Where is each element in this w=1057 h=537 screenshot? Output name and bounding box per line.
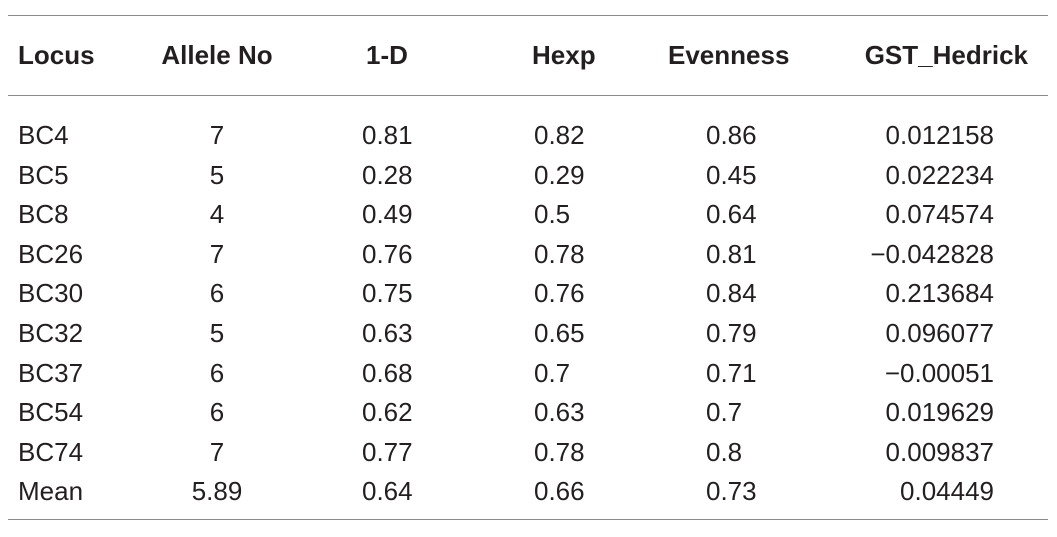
cell-gst-hedrick: 0.009837 [885, 436, 994, 467]
cell-evenness: 0.84 [706, 278, 757, 309]
cell-1-d: 0.63 [362, 317, 413, 348]
cell-1-d: 0.68 [362, 357, 413, 388]
cell-1-d: 0.77 [362, 436, 413, 467]
table-row: BC5 5 0.28 0.29 0.45 0.022234 [8, 156, 1048, 196]
cell-allele-no: 6 [209, 357, 225, 388]
cell-gst-hedrick: 0.022234 [885, 159, 994, 190]
table-row: BC74 7 0.77 0.78 0.8 0.009837 [8, 433, 1048, 473]
cell-evenness: 0.71 [706, 357, 757, 388]
table-header: Locus Allele No 1-D Hexp Evenness GST_He… [8, 16, 1048, 95]
cell-evenness: 0.64 [706, 199, 757, 230]
column-header-evenness: Evenness [668, 40, 790, 70]
cell-allele-no: 7 [209, 238, 225, 269]
cell-locus: BC30 [18, 278, 84, 309]
cell-1-d: 0.81 [362, 120, 413, 150]
cell-gst-hedrick: −0.042828 [870, 238, 994, 269]
cell-gst-hedrick: 0.213684 [885, 278, 994, 309]
cell-hexp: 0.78 [534, 436, 585, 467]
cell-allele-no: 7 [209, 120, 225, 150]
cell-1-d: 0.62 [362, 397, 413, 428]
cell-1-d: 0.28 [362, 159, 413, 190]
cell-evenness: 0.73 [706, 476, 757, 507]
cell-evenness: 0.45 [706, 159, 757, 190]
column-header-gst-hedrick: GST_Hedrick [864, 40, 1028, 70]
cell-evenness: 0.7 [706, 397, 743, 428]
cell-hexp: 0.29 [534, 159, 585, 190]
cell-gst-hedrick: 0.019629 [885, 397, 994, 428]
cell-evenness: 0.8 [706, 436, 743, 467]
table-row: BC37 6 0.68 0.7 0.71 −0.00051 [8, 354, 1048, 394]
cell-evenness: 0.79 [706, 317, 757, 348]
table-bottom-rule [8, 519, 1048, 520]
column-header-allele-no: Allele No [161, 40, 273, 70]
cell-gst-hedrick: 0.096077 [885, 317, 994, 348]
table-row: BC54 6 0.62 0.63 0.7 0.019629 [8, 393, 1048, 433]
table-row: BC32 5 0.63 0.65 0.79 0.096077 [8, 314, 1048, 354]
cell-hexp: 0.82 [534, 120, 585, 150]
cell-locus: BC5 [18, 159, 69, 190]
table-body: BC4 7 0.81 0.82 0.86 0.012158 BC5 5 0.28 0.29 0.45… [8, 95, 1048, 512]
cell-allele-no: 5 [209, 317, 225, 348]
cell-hexp: 0.7 [534, 357, 571, 388]
cell-locus: BC26 [18, 238, 84, 269]
cell-locus: BC8 [18, 199, 69, 230]
table-row: BC26 7 0.76 0.78 0.81 −0.042828 [8, 235, 1048, 275]
table-header-rule [8, 95, 1048, 96]
column-header-hexp: Hexp [532, 40, 596, 70]
cell-locus: BC37 [18, 357, 84, 388]
column-header-1-d: 1-D [366, 40, 408, 70]
cell-locus: BC74 [18, 436, 84, 467]
cell-evenness: 0.81 [706, 238, 757, 269]
cell-locus: BC54 [18, 397, 84, 428]
cell-allele-no: 4 [209, 199, 225, 230]
cell-hexp: 0.5 [534, 199, 571, 230]
table-row: Mean 5.89 0.64 0.66 0.73 0.04449 [8, 472, 1048, 512]
column-header-locus: Locus [18, 40, 95, 70]
cell-allele-no: 5 [209, 159, 225, 190]
cell-gst-hedrick: 0.012158 [885, 120, 994, 150]
table-row: BC4 7 0.81 0.82 0.86 0.012158 [8, 95, 1048, 156]
cell-hexp: 0.76 [534, 278, 585, 309]
locus-diversity-table: Locus Allele No 1-D Hexp Evenness GST_He… [8, 16, 1048, 512]
cell-gst-hedrick: 0.04449 [900, 476, 994, 507]
cell-hexp: 0.66 [534, 476, 585, 507]
cell-locus: Mean [18, 476, 84, 507]
cell-allele-no: 6 [209, 397, 225, 428]
table-row: BC30 6 0.75 0.76 0.84 0.213684 [8, 274, 1048, 314]
cell-1-d: 0.64 [362, 476, 413, 507]
cell-gst-hedrick: 0.074574 [885, 199, 994, 230]
cell-hexp: 0.65 [534, 317, 585, 348]
cell-hexp: 0.63 [534, 397, 585, 428]
table-row: BC8 4 0.49 0.5 0.64 0.074574 [8, 195, 1048, 235]
cell-gst-hedrick: −0.00051 [884, 357, 994, 388]
cell-1-d: 0.76 [362, 238, 413, 269]
cell-locus: BC32 [18, 317, 84, 348]
cell-allele-no: 7 [209, 436, 225, 467]
cell-evenness: 0.86 [706, 120, 757, 150]
cell-1-d: 0.75 [362, 278, 413, 309]
cell-locus: BC4 [18, 120, 69, 150]
cell-1-d: 0.49 [362, 199, 413, 230]
cell-allele-no: 6 [209, 278, 225, 309]
cell-allele-no: 5.89 [191, 476, 243, 507]
cell-hexp: 0.78 [534, 238, 585, 269]
table-top-rule [8, 15, 1048, 16]
